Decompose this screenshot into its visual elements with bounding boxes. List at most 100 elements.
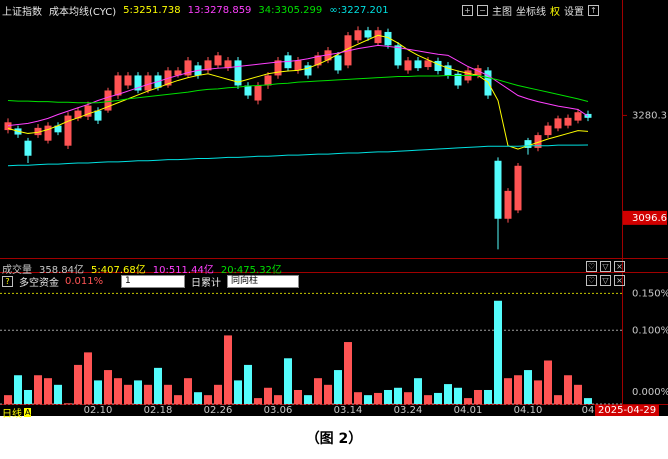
candle-body: [224, 60, 232, 69]
candle-body: [94, 110, 102, 121]
bar: [364, 395, 372, 404]
candle-body: [514, 165, 522, 211]
y-tick-label: 3280.3: [632, 110, 667, 121]
minus-button[interactable]: −: [477, 5, 488, 16]
bar: [64, 403, 72, 404]
volume-stat: 20:475.32亿: [220, 265, 282, 276]
candle-body: [354, 30, 362, 41]
legend-entry: 34:3305.299: [258, 5, 323, 16]
bar: [214, 384, 222, 404]
bar: [564, 375, 572, 404]
bar: [14, 375, 22, 404]
help-icon[interactable]: ?: [2, 276, 13, 287]
bar: [304, 395, 312, 404]
candle-body: [184, 60, 192, 76]
bar: [344, 342, 352, 404]
bar: [34, 375, 42, 404]
bar: [474, 389, 482, 404]
ma-line: [7, 44, 589, 127]
candle-body: [64, 115, 72, 146]
caption: （图 2）: [305, 431, 363, 447]
adjust-icon[interactable]: A: [24, 408, 32, 417]
panel-icons: ♡ ▽ ×: [586, 261, 625, 272]
bar: [44, 378, 52, 404]
icon-button[interactable]: ×: [614, 261, 625, 272]
candle-body: [434, 60, 442, 71]
bar: [74, 364, 82, 404]
candle-body: [124, 75, 132, 86]
candle-body: [524, 140, 532, 148]
candle-body: [374, 30, 382, 44]
x-tick-label: 02.18: [144, 405, 173, 416]
bar: [454, 387, 462, 404]
cursor-box: [623, 210, 667, 225]
candle-body: [364, 30, 372, 38]
period-label[interactable]: 日线: [2, 409, 22, 420]
icon-button[interactable]: ×: [614, 275, 625, 286]
candle-body: [34, 127, 42, 136]
period-tab: 日线 A: [2, 405, 32, 420]
candle-body: [474, 68, 482, 76]
bar: [544, 360, 552, 404]
candle-body: [394, 45, 402, 66]
toolbar-item[interactable]: 设置: [564, 7, 584, 18]
bar: [174, 395, 182, 404]
candle-body: [454, 73, 462, 86]
icon-button[interactable]: ♡: [586, 261, 597, 272]
bar: [554, 395, 562, 404]
ma-line: [7, 144, 589, 167]
bar: [354, 392, 362, 404]
toolbar-item[interactable]: 主图: [492, 7, 512, 18]
indicator-value: 0.011%: [65, 276, 104, 287]
bar: [184, 378, 192, 404]
candle-body: [204, 60, 212, 71]
bar: [54, 384, 62, 404]
bar: [144, 384, 152, 404]
background: [0, 0, 668, 416]
candle-body: [424, 60, 432, 68]
up-button[interactable]: ↑: [588, 5, 599, 16]
bar: [84, 352, 92, 404]
candle-body: [234, 60, 242, 86]
icon-button[interactable]: ♡: [586, 275, 597, 286]
period-select[interactable]: 1: [121, 275, 185, 288]
candle-body: [244, 85, 252, 96]
ma-line: [7, 74, 589, 104]
icon-button[interactable]: ▽: [600, 261, 611, 272]
icon-button[interactable]: ▽: [600, 275, 611, 286]
x-tick-label: 02.26: [204, 405, 233, 416]
bar: [374, 392, 382, 404]
y-tick-label: 0.100%: [632, 325, 668, 336]
bar: [524, 370, 532, 404]
candle-body: [334, 55, 342, 71]
bar: [534, 380, 542, 404]
candle-body: [504, 190, 512, 219]
x-tick-label: 03.06: [264, 405, 293, 416]
bar: [464, 398, 472, 404]
toolbar-item[interactable]: 坐标线: [516, 7, 546, 18]
bar: [104, 370, 112, 404]
bar: [504, 378, 512, 404]
candle-body: [444, 65, 452, 76]
candle-body: [534, 135, 542, 148]
candle-body: [314, 55, 322, 66]
candle-body: [414, 60, 422, 69]
style-select[interactable]: 同向柱: [227, 275, 299, 288]
add-button[interactable]: +: [462, 5, 473, 16]
bar: [114, 378, 122, 404]
candle-body: [214, 55, 222, 66]
candle-body: [274, 60, 282, 76]
panel-icons: ♡ ▽ ×: [586, 275, 625, 286]
candle-body: [174, 70, 182, 76]
legend-entry: ∞:3227.201: [329, 5, 389, 16]
cursor-date: 2025-04-29: [598, 405, 657, 416]
volume-stat: 成交量: [2, 265, 32, 276]
candle-body: [134, 75, 142, 91]
cursor-price: 3096.6: [632, 213, 667, 224]
bar: [224, 335, 232, 404]
chart-title: 上证指数: [2, 7, 42, 18]
toolbar-item[interactable]: 权: [550, 7, 560, 18]
chart: 3280.3 3096.6 02.10 02.18 02.26 03.06 03.14 03.…: [0, 0, 668, 416]
y-tick-label: 0.150%: [632, 288, 668, 299]
toolbar: + − 主图 坐标线 权 设置 ↑: [462, 3, 599, 18]
